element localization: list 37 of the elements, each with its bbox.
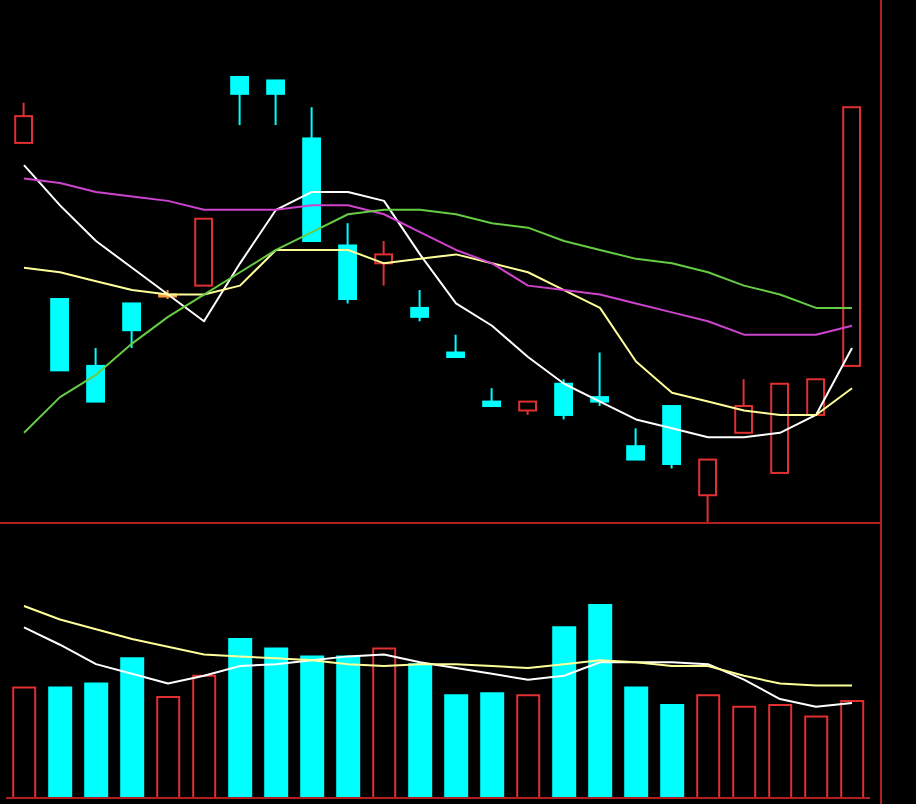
candlestick [410, 289, 429, 323]
bar [624, 686, 649, 798]
bar [156, 696, 181, 798]
candlestick [230, 76, 249, 127]
bar [228, 637, 253, 798]
candlestick [734, 378, 753, 434]
bar [660, 703, 685, 798]
bar [516, 694, 541, 798]
bar [192, 674, 217, 798]
bar [48, 686, 73, 798]
bar [768, 703, 793, 798]
bar [408, 663, 433, 798]
bar [264, 647, 289, 798]
bar [84, 682, 109, 798]
bar [840, 700, 865, 798]
candlestick [554, 378, 573, 421]
candlestick [590, 351, 609, 408]
candlestick [266, 79, 285, 127]
bar [552, 626, 577, 798]
bar [12, 686, 37, 798]
bar [372, 647, 397, 798]
bar [732, 705, 757, 798]
bar [804, 715, 829, 798]
bar [696, 694, 721, 798]
candlestick [14, 101, 33, 144]
candlestick [626, 427, 645, 461]
candlestick [86, 347, 105, 403]
bar [588, 604, 613, 798]
candlestick [122, 302, 141, 350]
candlestick [446, 333, 465, 358]
bar [120, 657, 145, 798]
candlestick [698, 458, 717, 522]
bar [336, 655, 361, 798]
bar [444, 694, 469, 798]
candlestick [806, 378, 825, 416]
bar [300, 655, 325, 798]
bar [480, 692, 505, 798]
